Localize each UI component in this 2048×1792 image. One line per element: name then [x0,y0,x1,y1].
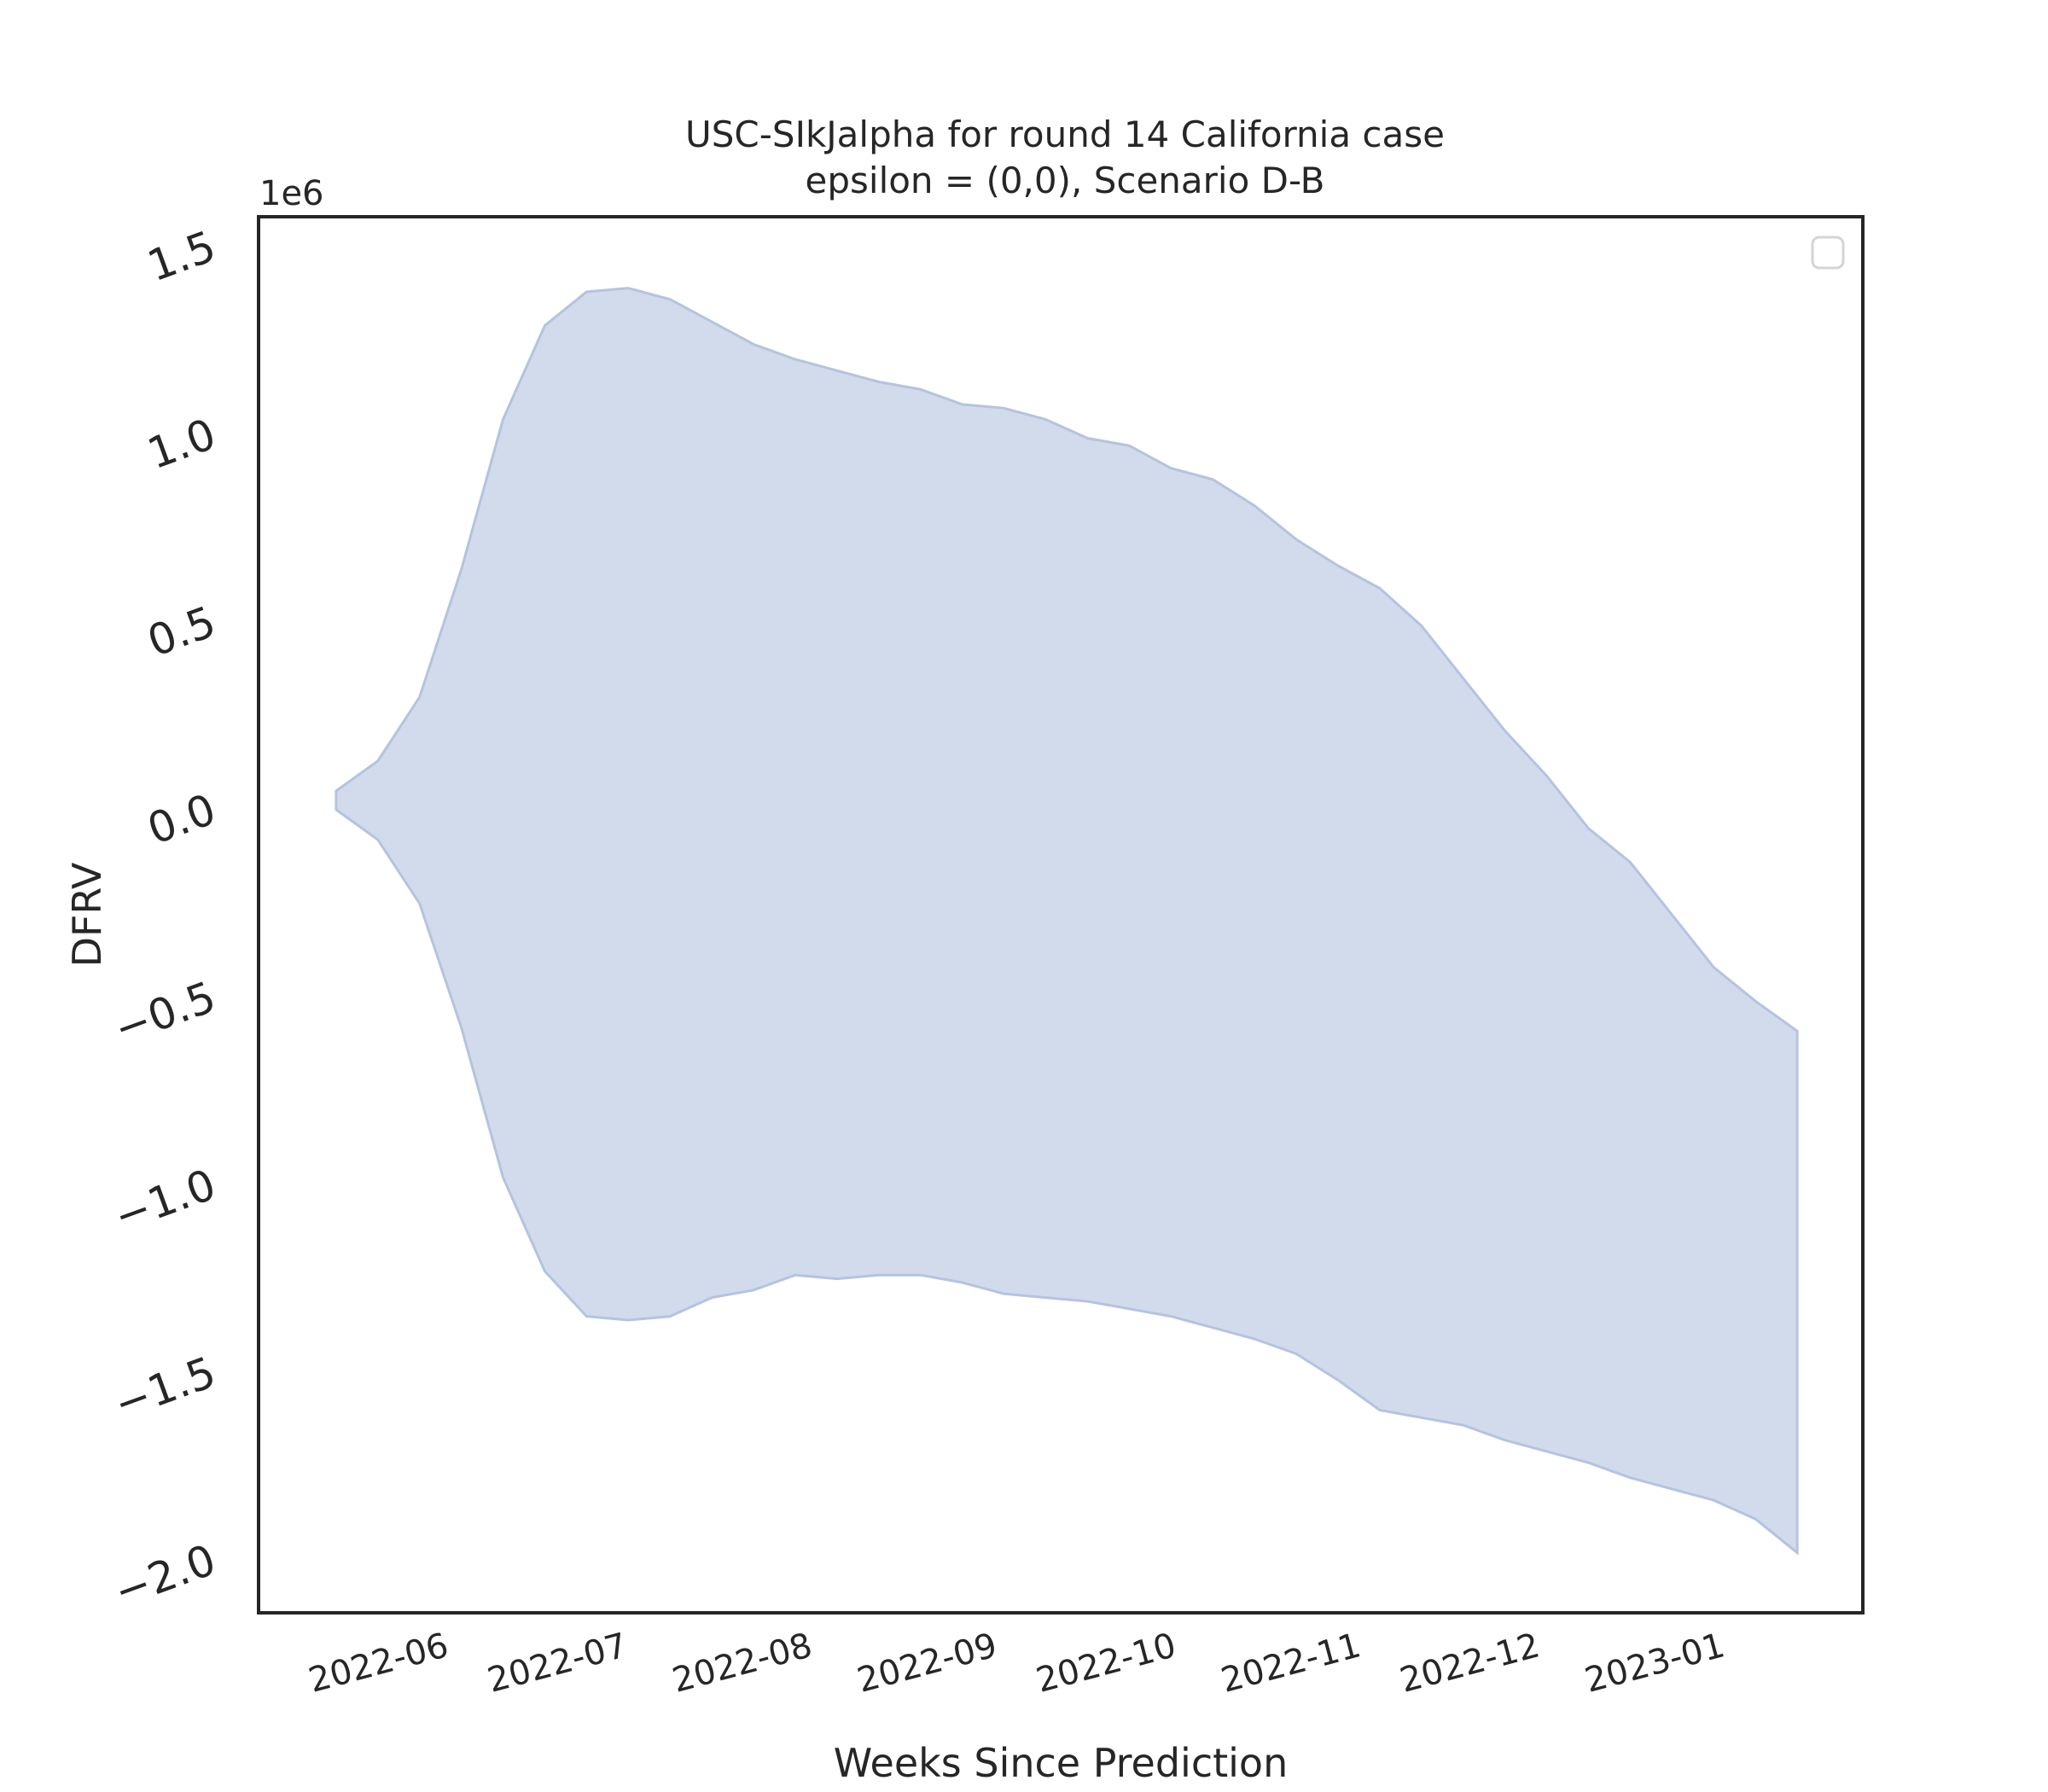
y-axis-offset-label: 1e6 [259,174,324,213]
x-tick-label: 2022-07 [484,1626,631,1701]
y-tick-label: 1.5 [142,222,223,292]
legend-box [1811,236,1845,270]
y-tick-label: −1.0 [108,1160,222,1242]
y-axis: 1.5 1.0 0.5 0.0 −0.5 −1.0 −1.5 −2.0 [108,222,222,1617]
plot-area [335,287,1799,1556]
x-tick-label: 2022-11 [1217,1626,1364,1701]
y-axis-label: DFRV [64,862,110,967]
x-tick-label: 2023-01 [1581,1626,1729,1701]
plot-frame [257,215,1865,1615]
legend [1811,236,1845,270]
chart-title: USC-SIkJalpha for round 14 California ca… [685,113,1445,155]
y-tick-label: −1.5 [108,1347,222,1429]
series-band-0 [335,287,1799,1556]
x-tick-label: 2022-08 [668,1626,816,1701]
y-tick-label: 0.0 [142,784,223,854]
x-tick-label: 2022-06 [305,1626,452,1701]
x-axis-label: Weeks Since Prediction [834,1740,1288,1786]
x-axis: 2022-06 2022-07 2022-08 2022-09 2022-10 2022-… [305,1626,1729,1701]
y-tick-label: −0.5 [108,972,222,1054]
x-tick-label: 2022-09 [853,1626,1001,1701]
y-tick-label: 0.5 [142,596,223,666]
y-tick-label: 1.0 [142,409,223,479]
x-tick-label: 2022-10 [1033,1626,1180,1701]
chart-subtitle: epsilon = (0,0), Scenario D-B [806,160,1325,201]
y-tick-label: −2.0 [108,1535,222,1617]
x-tick-label: 2022-12 [1396,1626,1544,1701]
